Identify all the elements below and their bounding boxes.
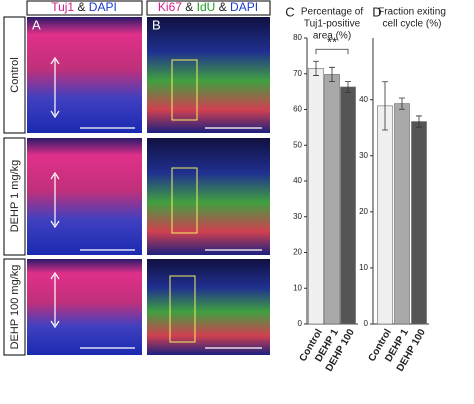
- row-label-box: [3, 16, 26, 134]
- y-tick-label: 0: [298, 319, 303, 328]
- y-tick-label: 70: [293, 69, 302, 78]
- y-tick-label: 60: [293, 105, 302, 114]
- y-tick-label: 30: [293, 212, 302, 221]
- chart-title: area (%): [313, 31, 351, 42]
- bar: [377, 105, 393, 325]
- y-tick-label: 40: [359, 95, 368, 104]
- label-dapi: DAPI: [230, 0, 258, 14]
- micrograph: [27, 259, 142, 355]
- arrow: [50, 171, 60, 229]
- micrograph: [27, 138, 142, 255]
- y-tick-label: 20: [359, 207, 368, 216]
- error-bar: [416, 115, 422, 128]
- panel-letter: D: [372, 4, 381, 19]
- micrograph: [147, 138, 270, 255]
- row-label-box: [3, 137, 26, 256]
- bar: [324, 74, 340, 325]
- chart-title: Tuj1-positive: [304, 19, 361, 30]
- arrow: [50, 271, 60, 329]
- scale-bar: [80, 127, 262, 349]
- panel-letter: C: [285, 4, 294, 19]
- error-bar: [382, 81, 388, 131]
- header-a: Tuj1 & DAPI: [51, 0, 117, 14]
- y-tick-label: 50: [293, 140, 302, 149]
- row-label: DEHP 1 mg/kg: [9, 160, 21, 233]
- arrow: [50, 56, 60, 119]
- row-label: DEHP 100 mg/kg: [9, 265, 21, 350]
- roi-box: [171, 167, 198, 234]
- amp: &: [77, 0, 85, 14]
- y-tick-label: 30: [359, 151, 368, 160]
- y-tick-label: 0: [364, 319, 369, 328]
- error-bar: [345, 81, 351, 93]
- label-tuj1: Tuj1: [51, 0, 74, 14]
- bar: [411, 121, 427, 325]
- y-tick-label: 10: [359, 263, 368, 272]
- label-dapi: DAPI: [89, 0, 117, 14]
- row-label-box: [3, 258, 26, 356]
- row-label: Control: [9, 57, 21, 92]
- micrograph: [147, 259, 270, 355]
- y-tick-label: 10: [293, 283, 302, 292]
- y-tick-label: 80: [293, 33, 302, 42]
- header-b: Ki67 & IdU & DAPI: [158, 0, 258, 14]
- bar: [340, 86, 356, 325]
- label-ki67: Ki67: [158, 0, 182, 14]
- y-tick-label: 40: [293, 176, 302, 185]
- header-box: [26, 0, 143, 16]
- micrograph: [147, 17, 270, 133]
- y-tick-label: 20: [293, 248, 302, 257]
- significance-bracket: [315, 48, 349, 55]
- error-bar: [399, 97, 405, 110]
- amp: &: [219, 0, 227, 14]
- bar: [308, 68, 324, 325]
- chart-title: Fraction exiting: [378, 7, 446, 18]
- panel-letter: A: [32, 17, 41, 32]
- bar: [394, 103, 410, 325]
- micrographs: A B: [27, 17, 270, 355]
- panel-letter: B: [152, 17, 161, 32]
- header-box: [146, 0, 271, 16]
- roi-box: [171, 59, 198, 121]
- chart-title: cell cycle (%): [383, 19, 442, 30]
- significance-label: **: [327, 35, 337, 50]
- label-idu: IdU: [197, 0, 216, 14]
- micrograph: [27, 17, 142, 133]
- roi-box: [169, 275, 196, 343]
- amp: &: [185, 0, 193, 14]
- chart-title: Percentage of: [301, 7, 363, 18]
- error-bar: [313, 60, 319, 76]
- error-bar: [329, 66, 335, 83]
